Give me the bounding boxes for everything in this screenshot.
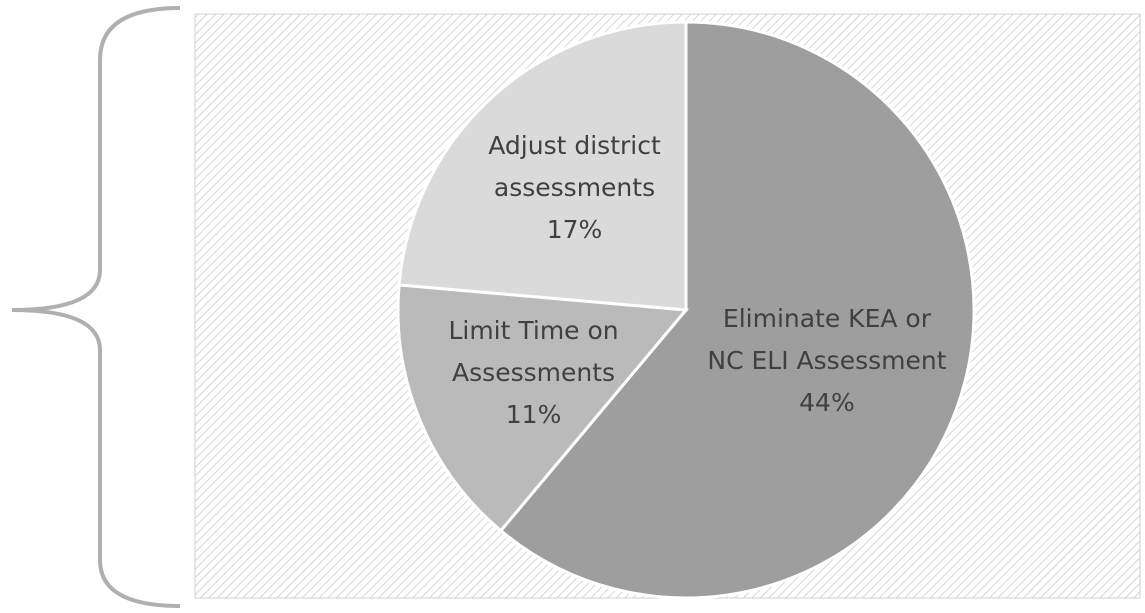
pie-slice: [498, 20, 976, 600]
category-label: Eliminate KEA or NC ELI Assessment: [707, 304, 947, 376]
slice-label: Adjust district assessments 17%: [488, 125, 661, 251]
pie-slice: [396, 283, 690, 533]
value-label: 44%: [799, 388, 855, 418]
pie-slice: [397, 20, 688, 312]
value-label: 11%: [505, 400, 562, 430]
slice-label: Limit Time on Assessments 11%: [448, 310, 618, 436]
brace: [11, 6, 181, 608]
category-label: Adjust district assessments: [488, 131, 661, 203]
slice-label: Eliminate KEA or NC ELI Assessment 44%: [707, 298, 946, 424]
value-label: 17%: [546, 215, 603, 245]
category-label: Limit Time on Assessments: [448, 316, 619, 388]
